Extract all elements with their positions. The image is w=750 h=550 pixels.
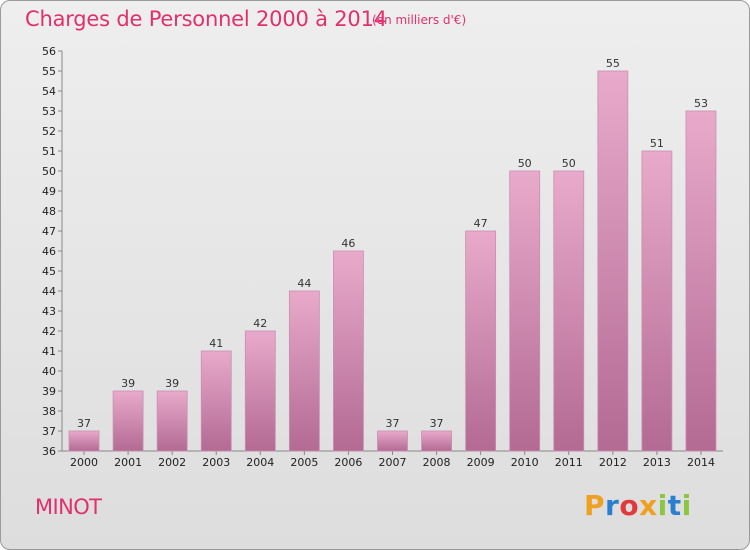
y-tick-label: 54	[42, 85, 56, 98]
logo-letter: x	[639, 489, 658, 522]
x-tick-label: 2006	[334, 456, 362, 469]
y-tick-label: 56	[42, 45, 56, 58]
bar-value-label: 39	[165, 377, 179, 390]
y-tick-label: 44	[42, 285, 56, 298]
y-tick-label: 49	[42, 185, 56, 198]
bar	[553, 170, 585, 452]
x-tick-label: 2004	[246, 456, 274, 469]
bar-value-label: 51	[650, 137, 664, 150]
bar	[68, 430, 100, 452]
chart-data-labels: 37 39 39 41 42 44 46 37 37 47 50 50 55 51 53	[77, 57, 708, 430]
x-tick-label: 2014	[687, 456, 715, 469]
logo-letter: r	[605, 489, 620, 522]
y-tick-label: 37	[42, 425, 56, 438]
logo-letter: P	[584, 489, 606, 522]
chart-title: Charges de Personnel 2000 à 2014	[25, 7, 387, 31]
x-tick-label: 2011	[555, 456, 583, 469]
bar	[685, 110, 717, 452]
bar	[597, 70, 629, 452]
y-tick-label: 51	[42, 145, 56, 158]
bar-value-label: 37	[430, 417, 444, 430]
x-tick-label: 2001	[114, 456, 142, 469]
logo-letter: o	[619, 489, 640, 522]
x-tick-label: 2009	[467, 456, 495, 469]
y-tick-label: 55	[42, 65, 56, 78]
y-tick-label: 42	[42, 325, 56, 338]
y-tick-label: 45	[42, 265, 56, 278]
chart-axes: 36 37 38 39 40 41 42 43 44 45 46 47 48 49 50 51 52 53 54 55…	[42, 45, 723, 469]
logo-letter: t	[667, 489, 682, 522]
bar	[377, 430, 408, 452]
y-tick-label: 36	[42, 445, 56, 458]
bar-value-label: 37	[386, 417, 400, 430]
bar	[509, 170, 541, 452]
bar	[465, 230, 497, 452]
bar-value-label: 44	[297, 277, 311, 290]
bar-value-label: 47	[474, 217, 488, 230]
x-tick-label: 2005	[290, 456, 318, 469]
x-tick-label: 2007	[379, 456, 407, 469]
y-tick-label: 41	[42, 345, 56, 358]
bar-value-label: 41	[209, 337, 223, 350]
commune-name: MINOT	[35, 495, 102, 519]
bar-value-label: 46	[341, 237, 355, 250]
bar	[641, 150, 673, 452]
x-tick-label: 2013	[643, 456, 671, 469]
y-tick-label: 53	[42, 105, 56, 118]
y-tick-label: 39	[42, 385, 56, 398]
bar	[112, 390, 144, 452]
y-tick-label: 50	[42, 165, 56, 178]
proxiti-logo[interactable]: Proxiti	[584, 489, 692, 522]
bar	[156, 390, 188, 452]
bar-value-label: 37	[77, 417, 91, 430]
y-tick-label: 52	[42, 125, 56, 138]
y-tick-label: 48	[42, 205, 56, 218]
bar-value-label: 50	[562, 157, 576, 170]
logo-letter: i	[657, 489, 668, 522]
bar	[421, 430, 452, 452]
bar	[244, 330, 276, 452]
chart-subtitle: (en milliers d'€)	[372, 13, 467, 27]
x-tick-label: 2002	[158, 456, 186, 469]
bar	[200, 350, 232, 452]
x-tick-label: 2008	[423, 456, 451, 469]
x-tick-label: 2010	[511, 456, 539, 469]
y-tick-label: 38	[42, 405, 56, 418]
bar-value-label: 39	[121, 377, 135, 390]
bar	[288, 290, 320, 452]
logo-letter: i	[681, 489, 692, 522]
bar	[333, 250, 364, 452]
y-tick-label: 46	[42, 245, 56, 258]
y-tick-label: 40	[42, 365, 56, 378]
y-tick-label: 47	[42, 225, 56, 238]
y-tick-label: 43	[42, 305, 56, 318]
bar-value-label: 42	[253, 317, 267, 330]
x-tick-label: 2012	[599, 456, 627, 469]
chart-bars	[68, 70, 717, 452]
bar-value-label: 55	[606, 57, 620, 70]
bar-value-label: 53	[694, 97, 708, 110]
x-tick-label: 2003	[202, 456, 230, 469]
x-tick-label: 2000	[70, 456, 98, 469]
bar-value-label: 50	[518, 157, 532, 170]
